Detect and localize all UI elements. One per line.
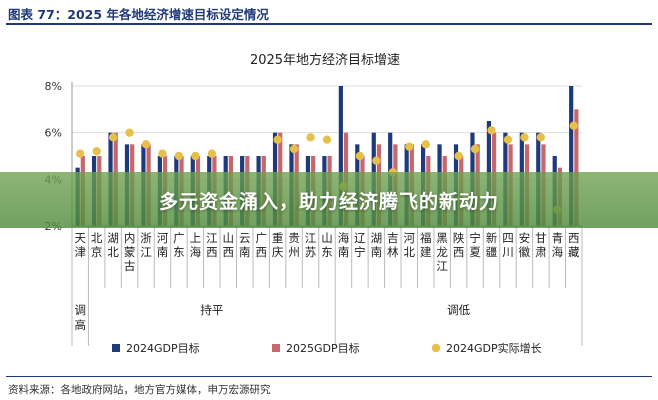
legend-swatch xyxy=(272,344,280,352)
chart-title: 2025年地方经济目标增速 xyxy=(250,52,400,68)
group-label: 调低 xyxy=(447,303,470,317)
point-2024-actual xyxy=(306,133,315,142)
y-tick-label: 6% xyxy=(45,127,62,140)
x-tick-label: 安徽 xyxy=(519,231,531,259)
x-tick-label: 北京 xyxy=(91,231,103,259)
x-tick-label: 浙江 xyxy=(140,231,152,259)
point-2024-actual xyxy=(158,149,167,158)
legend-label: 2025GDP目标 xyxy=(286,341,360,355)
point-2024-actual xyxy=(470,144,480,154)
point-2024-actual xyxy=(92,147,101,156)
overlay-banner: 多元资金涌入，助力经济腾飞的新动力 xyxy=(0,172,658,228)
x-tick-label: 青海 xyxy=(552,231,564,259)
y-tick-label: 8% xyxy=(45,80,62,93)
legend-swatch xyxy=(431,343,441,353)
point-2024-actual xyxy=(125,128,134,137)
x-tick-label: 广西 xyxy=(255,231,267,259)
group-label: 调高 xyxy=(74,303,86,332)
source-note: 资料来源：各地政府网站，地方官方媒体，申万宏源研究 xyxy=(8,384,271,396)
x-tick-label: 新疆 xyxy=(486,231,498,259)
point-2024-actual xyxy=(569,121,578,130)
point-2024-actual xyxy=(503,135,513,144)
x-tick-label: 黑龙江 xyxy=(436,231,448,273)
point-2024-actual xyxy=(207,149,217,158)
x-tick-label: 海南 xyxy=(338,231,350,259)
point-2024-actual xyxy=(487,126,496,135)
point-2024-actual xyxy=(141,140,151,149)
x-tick-label: 辽宁 xyxy=(354,231,366,259)
x-tick-label: 宁夏 xyxy=(469,231,481,259)
x-tick-label: 河南 xyxy=(157,231,169,259)
x-tick-label: 江苏 xyxy=(305,231,317,259)
x-tick-label: 重庆 xyxy=(272,231,284,259)
x-tick-label: 江西 xyxy=(206,231,218,259)
x-tick-label: 福建 xyxy=(420,231,432,259)
x-tick-label: 上海 xyxy=(190,231,202,259)
x-tick-label: 贵州 xyxy=(288,231,300,259)
point-2024-actual xyxy=(322,135,332,144)
x-tick-label: 湖北 xyxy=(107,231,119,259)
x-tick-label: 湖南 xyxy=(371,231,383,259)
point-2024-actual xyxy=(405,142,414,151)
point-2024-actual xyxy=(174,151,184,161)
bar-2024-target xyxy=(569,86,574,226)
x-tick-label: 吉林 xyxy=(387,231,399,259)
point-2024-actual xyxy=(191,151,200,161)
x-tick-label: 四川 xyxy=(502,231,514,259)
bar-2025-target xyxy=(574,109,579,226)
x-tick-label: 西藏 xyxy=(568,231,580,259)
point-2024-actual xyxy=(520,133,529,142)
point-2024-actual xyxy=(454,151,463,161)
point-2024-actual xyxy=(108,133,118,142)
x-tick-label: 内蒙古 xyxy=(124,231,136,273)
bar-2024-target xyxy=(338,86,343,226)
x-tick-label: 陕西 xyxy=(453,231,465,259)
x-tick-label: 云南 xyxy=(239,231,251,259)
point-2024-actual xyxy=(372,156,381,165)
x-tick-label: 广东 xyxy=(173,231,185,259)
legend-label: 2024GDP实际增长 xyxy=(446,341,542,355)
legend-label: 2024GDP目标 xyxy=(126,341,200,355)
point-2024-actual xyxy=(355,151,365,161)
figure-label: 图表 77：2025 年各地经济增速目标设定情况 xyxy=(8,7,269,22)
point-2024-actual xyxy=(289,144,299,154)
x-tick-label: 河北 xyxy=(404,231,416,259)
point-2024-actual xyxy=(76,149,85,158)
x-tick-label: 山东 xyxy=(321,231,333,259)
source-rule xyxy=(6,376,652,377)
x-tick-label: 甘肃 xyxy=(535,231,547,259)
figure-header: 图表 77：2025 年各地经济增速目标设定情况 xyxy=(0,0,658,26)
x-tick-label: 山西 xyxy=(223,231,235,259)
overlay-banner-text: 多元资金涌入，助力经济腾飞的新动力 xyxy=(158,190,499,213)
legend-swatch xyxy=(112,344,120,352)
point-2024-actual xyxy=(421,140,430,149)
point-2024-actual xyxy=(273,135,282,144)
x-tick-label: 天津 xyxy=(74,231,86,259)
point-2024-actual xyxy=(536,133,546,142)
group-label: 持平 xyxy=(200,303,223,317)
header-rule xyxy=(6,23,652,25)
